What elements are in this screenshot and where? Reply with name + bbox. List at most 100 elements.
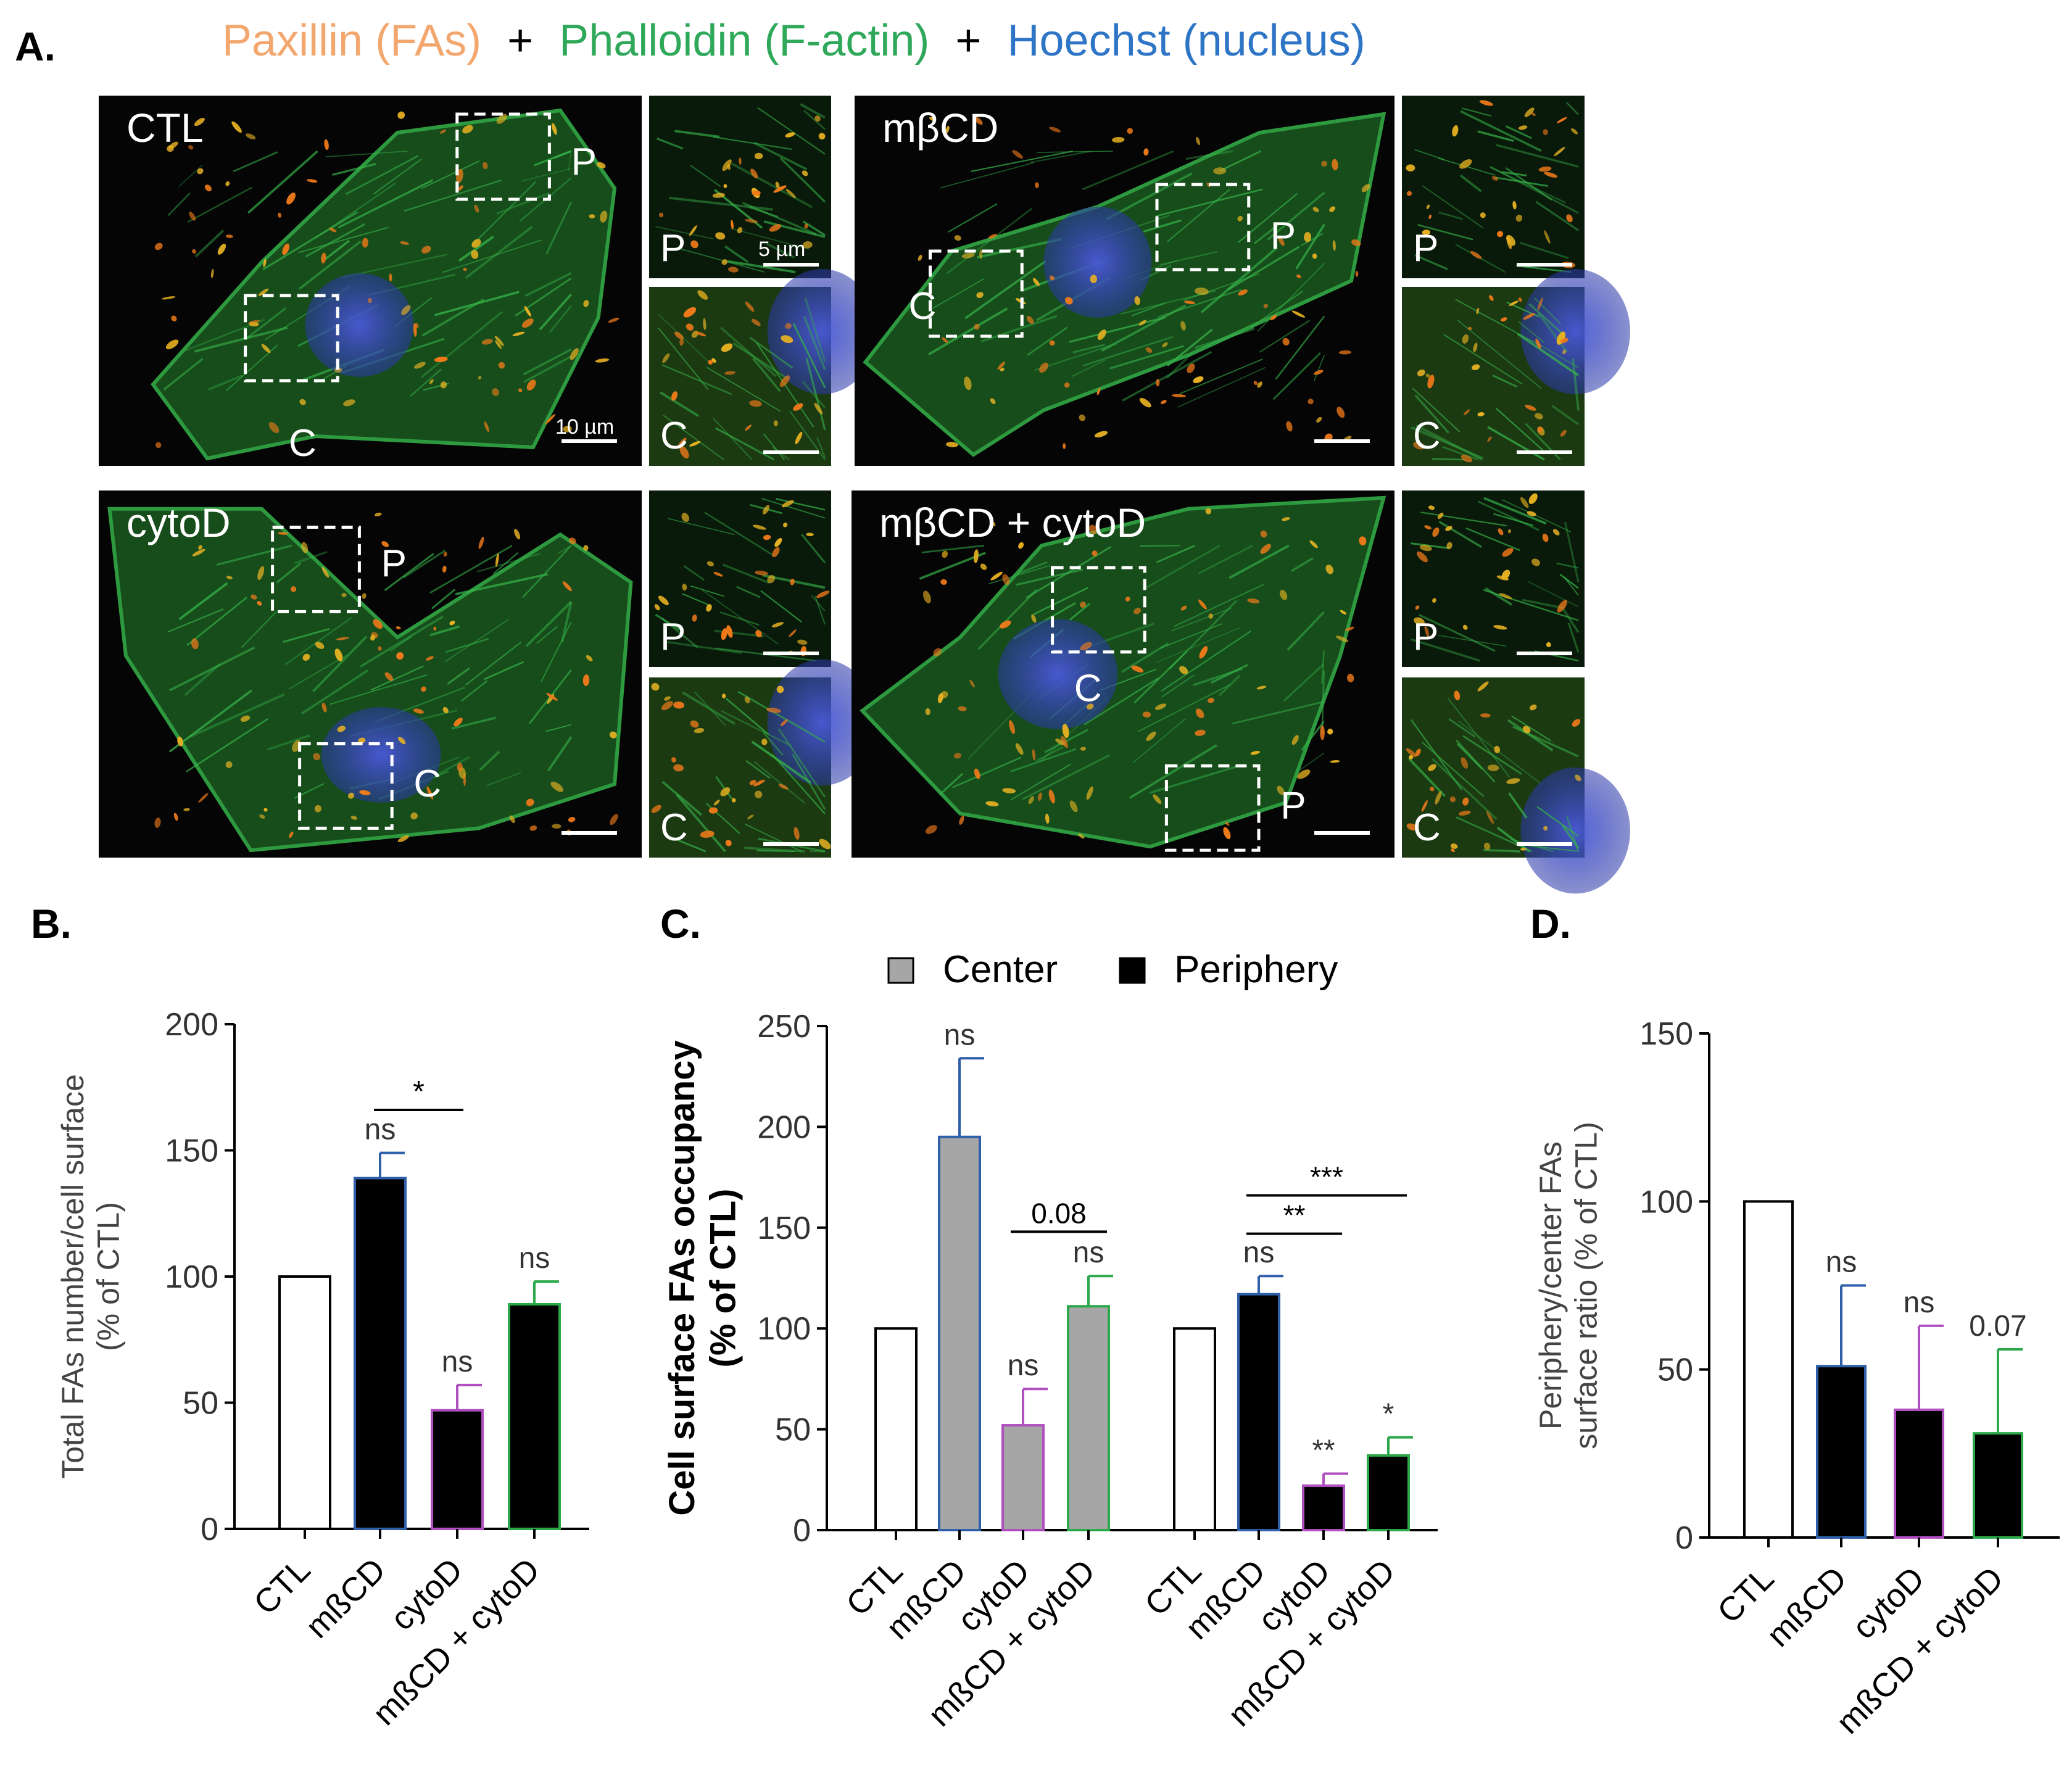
focal-adhesion (378, 646, 382, 651)
actin-fiber (1438, 521, 1482, 548)
focal-adhesion (370, 634, 376, 641)
actin-fiber (329, 674, 428, 705)
y-tick-label: 0 (201, 1512, 218, 1547)
focal-adhesion (1535, 413, 1543, 420)
actin-fiber (1036, 746, 1064, 762)
focal-adhesion (1432, 527, 1440, 537)
actin-fiber (1414, 254, 1448, 270)
focal-adhesion (1309, 540, 1318, 548)
actin-fiber (458, 235, 494, 262)
focal-adhesion (289, 831, 294, 838)
focal-adhesion (1026, 316, 1034, 325)
focal-adhesion (521, 318, 534, 328)
inset-p: P (649, 490, 831, 667)
actin-fiber (1572, 358, 1580, 411)
actin-fiber (713, 136, 792, 150)
focal-adhesion (421, 686, 426, 692)
focal-adhesion (697, 290, 708, 300)
focal-adhesion (1506, 778, 1520, 784)
significance-label: ns (1904, 1286, 1935, 1319)
actin-fiber (1082, 336, 1174, 366)
focal-adhesion (1543, 129, 1548, 135)
actin-fiber (802, 220, 826, 236)
focal-adhesion (1064, 382, 1070, 388)
focal-adhesion (496, 114, 507, 124)
focal-adhesion (1139, 398, 1151, 408)
focal-adhesion (708, 360, 713, 365)
focal-adhesion (381, 541, 389, 547)
focal-adhesion (761, 739, 768, 745)
focal-adhesion (442, 565, 447, 573)
actin-fiber (1301, 233, 1324, 246)
y-tick-label: 50 (1657, 1352, 1693, 1388)
focal-adhesion (1487, 436, 1492, 442)
actin-fiber (194, 230, 225, 258)
focal-adhesion (1449, 796, 1456, 803)
actin-fiber (1432, 758, 1498, 820)
focal-adhesion (1359, 536, 1367, 546)
focal-adhesion (1045, 813, 1050, 824)
focal-adhesion (1462, 797, 1469, 806)
inset-label: C (1413, 415, 1441, 457)
actin-fiber (384, 553, 434, 592)
focal-adhesion (1050, 275, 1055, 281)
focal-adhesion (1340, 610, 1347, 615)
focal-adhesion (1321, 160, 1328, 167)
focal-adhesion (1487, 764, 1499, 771)
y-axis-label-line: (% of CTL) (91, 1202, 126, 1351)
focal-adhesion (744, 696, 750, 703)
actin-fiber (1459, 174, 1482, 192)
focal-adhesion (1428, 214, 1432, 220)
actin-fiber (1229, 544, 1290, 579)
focal-adhesion (1018, 542, 1024, 549)
focal-adhesion (251, 594, 257, 600)
focal-adhesion (1195, 708, 1204, 719)
focal-adhesion (1304, 232, 1312, 242)
actin-fiber (1411, 426, 1484, 460)
focal-adhesion (1426, 204, 1430, 210)
region-box-c (1051, 566, 1146, 654)
actin-fiber (661, 780, 703, 816)
focal-adhesion (953, 753, 961, 759)
focal-adhesion (712, 192, 726, 198)
focal-adhesion (155, 442, 162, 449)
significance-label: ** (1312, 1434, 1335, 1467)
scale-bar-label: 10 µm (555, 415, 614, 439)
actin-fiber (483, 661, 524, 681)
focal-adhesion (421, 246, 431, 254)
actin-fiber (187, 186, 253, 223)
focal-adhesion (1280, 590, 1288, 600)
focal-adhesion (1445, 526, 1452, 531)
significance-label: 0.07 (1969, 1310, 2026, 1343)
focal-adhesion (373, 619, 383, 629)
panel-letter-b: B. (31, 901, 72, 946)
focal-adhesion (1127, 128, 1133, 134)
focal-adhesion (662, 353, 670, 363)
actin-fiber (802, 381, 826, 409)
focal-adhesion (1543, 826, 1548, 831)
focal-adhesion (1560, 429, 1567, 437)
focal-adhesion (721, 343, 733, 352)
actin-fiber (447, 667, 470, 685)
bar (1173, 1327, 1216, 1531)
focal-adhesion (334, 648, 343, 661)
focal-adhesion (231, 121, 242, 133)
focal-adhesion (1515, 214, 1523, 222)
focal-adhesion (989, 519, 996, 527)
focal-adhesion (778, 784, 789, 790)
focal-adhesion (1039, 362, 1048, 373)
focal-adhesion (922, 590, 931, 603)
region-label-c: C (289, 422, 317, 465)
focal-adhesion (674, 331, 684, 340)
focal-adhesion (458, 185, 463, 191)
bar (1067, 1305, 1110, 1531)
region-label-c: C (1074, 667, 1102, 710)
actin-fiber (1483, 497, 1547, 525)
actin-fiber (977, 589, 1038, 650)
condition-label: CTL (126, 105, 204, 151)
focal-adhesion (969, 679, 975, 688)
actin-fiber (1415, 424, 1483, 461)
focal-adhesion (384, 672, 394, 681)
focal-adhesion (191, 638, 199, 650)
focal-adhesion (1012, 150, 1023, 159)
